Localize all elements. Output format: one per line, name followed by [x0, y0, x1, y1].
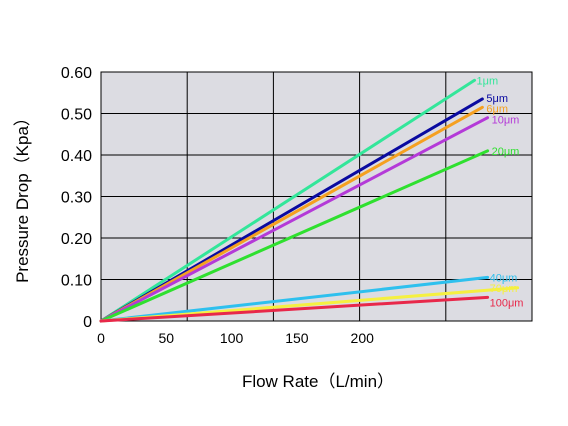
series-lines	[99, 78, 520, 323]
series-label-100μm: 100μm	[490, 297, 524, 309]
plot-border	[100, 71, 533, 322]
series-label-6μm: 6μm	[486, 103, 508, 115]
series-line-6μm	[99, 105, 484, 323]
y-tick-label: 0.40	[61, 148, 92, 165]
x-tick-label: 150	[285, 330, 309, 346]
series-label-5μm: 5μm	[486, 93, 508, 105]
series-line-10μm	[99, 116, 490, 323]
x-tick-label: 0	[97, 330, 105, 346]
y-tick-label: 0.30	[61, 190, 92, 207]
series-label-1μm: 1μm	[477, 75, 499, 87]
x-tick-label: 50	[159, 330, 175, 346]
series-line-100μm	[99, 295, 490, 323]
y-tick-label: 0.60	[61, 65, 92, 82]
series-label-10μm: 10μm	[492, 115, 520, 127]
series-label-20μm: 20μm	[492, 146, 520, 158]
x-tick-labels: 0 50 100 150 200	[97, 330, 374, 346]
series-label-70μm: 70μm	[490, 283, 518, 295]
y-tick-label: 0.10	[61, 273, 92, 290]
x-axis-label: Flow Rate（L/min）	[242, 372, 394, 391]
series-line-40μm	[99, 275, 490, 323]
x-tick-label: 100	[220, 330, 244, 346]
y-tick-labels: 0 0.10 0.20 0.30 0.40 0.50 0.60	[61, 65, 92, 331]
series-line-1μm	[99, 78, 477, 323]
y-tick-label: 0.50	[61, 107, 92, 124]
series-label-40μm: 40μm	[490, 272, 518, 284]
series-line-20μm	[99, 149, 490, 323]
x-tick-label: 200	[351, 330, 375, 346]
y-tick-label: 0	[83, 314, 92, 331]
y-axis-label: Pressure Drop（Kpa）	[13, 109, 32, 283]
y-tick-label: 0.20	[61, 231, 92, 248]
